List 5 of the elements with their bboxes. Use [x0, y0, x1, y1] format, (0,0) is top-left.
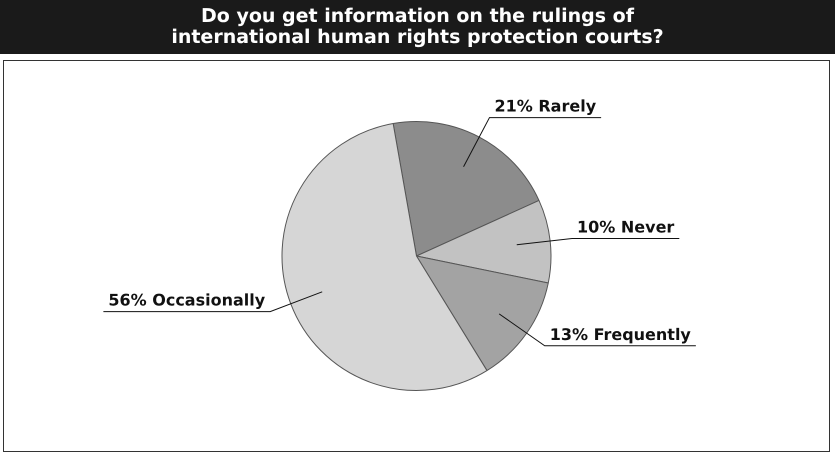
slice-label: 13% Frequently [550, 324, 692, 344]
slice-label: 21% Rarely [494, 96, 597, 116]
chart-title: Do you get information on the rulings of international human rights protection courts? [0, 0, 835, 54]
slice-label: 56% Occasionally [108, 290, 266, 310]
slice-label: 10% Never [577, 218, 674, 237]
